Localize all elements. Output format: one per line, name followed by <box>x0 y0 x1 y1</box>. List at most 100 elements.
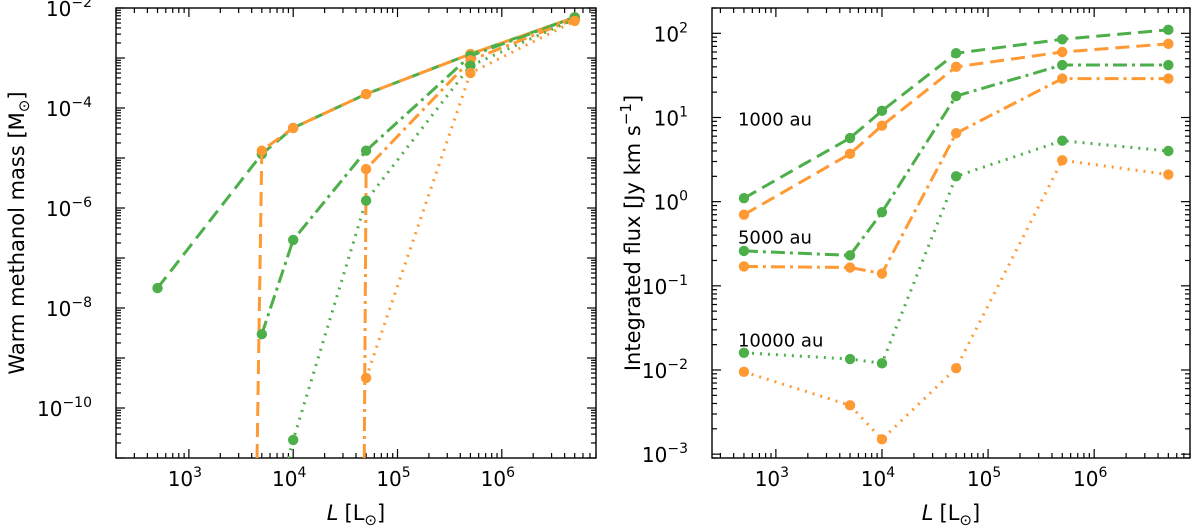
data-point <box>256 328 268 340</box>
tick-base: 10 <box>376 467 401 491</box>
x-axis-unit: [L <box>345 501 365 525</box>
series-line-orange-dashed <box>743 42 1169 217</box>
series-group <box>738 24 1174 445</box>
y-axis-title: Integrated flux [Jy km s−1] <box>617 95 645 371</box>
tick-exponent: 4 <box>886 465 895 481</box>
x-axis-unit-close: ] <box>377 501 385 525</box>
data-point <box>465 67 476 79</box>
data-point <box>876 358 888 369</box>
data-point <box>360 163 372 175</box>
data-point <box>844 353 856 365</box>
tick-label: 10−6 <box>46 195 92 221</box>
tick-label: 104 <box>861 465 895 491</box>
series-line-green-dotted <box>743 139 1169 365</box>
tick-label: 101 <box>654 104 688 130</box>
tick-exponent: −2 <box>71 0 92 11</box>
tick-base: 10 <box>642 359 667 383</box>
tick-label: 100 <box>654 189 688 215</box>
data-point <box>738 347 750 359</box>
tick-exponent: 4 <box>297 465 306 481</box>
y-axis-unit-close: ] <box>621 95 645 103</box>
tick-base: 10 <box>168 467 193 491</box>
annotation-label: 1000 au <box>738 110 812 131</box>
tick-label: 103 <box>755 465 789 491</box>
tick-base: 10 <box>46 197 71 221</box>
data-point <box>152 282 163 294</box>
data-point <box>738 245 750 257</box>
x-axis-unit-close: ] <box>972 501 980 525</box>
tick-base: 10 <box>654 22 679 46</box>
data-point <box>844 250 856 261</box>
data-point <box>1163 169 1174 180</box>
annotation-label: 5000 au <box>738 227 812 248</box>
data-point <box>1163 73 1174 84</box>
tick-exponent: −6 <box>71 195 92 211</box>
tick-base: 10 <box>642 275 667 299</box>
tick-exponent: −4 <box>71 95 92 111</box>
tick-exponent: 2 <box>679 20 688 36</box>
y-axis-text: Integrated flux [Jy km s <box>621 125 645 371</box>
tick-label: 106 <box>481 465 515 491</box>
tick-exponent: −3 <box>667 441 688 457</box>
data-point <box>738 366 750 378</box>
tick-base: 10 <box>272 467 297 491</box>
tick-label: 10−4 <box>46 95 92 121</box>
tick-base: 10 <box>967 467 992 491</box>
data-point <box>1163 145 1174 157</box>
data-point <box>1057 59 1068 71</box>
x-axis-symbol: L <box>922 501 934 525</box>
data-point <box>950 61 962 73</box>
annotation-label: 10000 au <box>738 331 823 352</box>
tick-label: 103 <box>168 465 202 491</box>
data-point <box>950 171 962 182</box>
data-point <box>288 234 299 246</box>
plot-frame <box>115 7 597 459</box>
data-point <box>1163 24 1174 36</box>
y-axis-unit-subscript: ⊙ <box>15 100 33 113</box>
tick-label: 10−10 <box>37 395 92 421</box>
tick-base: 10 <box>37 397 62 421</box>
data-point <box>360 195 372 206</box>
series-line-orange-dashdot <box>362 17 576 458</box>
tick-exponent: 0 <box>679 189 688 205</box>
tick-exponent: −2 <box>667 357 688 373</box>
data-point <box>844 262 856 273</box>
data-point <box>876 206 888 218</box>
data-point <box>950 128 962 139</box>
tick-exponent: 3 <box>193 465 202 481</box>
data-point <box>569 15 580 27</box>
tick-exponent: 1 <box>679 104 688 120</box>
data-point <box>738 192 750 204</box>
data-point <box>1057 46 1068 58</box>
data-point <box>360 88 372 100</box>
series-line-orange-dotted <box>743 158 1169 442</box>
series-line-green-dotted <box>286 17 576 458</box>
tick-exponent: −8 <box>71 295 92 311</box>
x-axis-title: L [L⊙] <box>922 501 980 528</box>
tick-exponent: 3 <box>780 465 789 481</box>
x-axis-unit-subscript: ⊙ <box>959 511 972 528</box>
y-axis-text: Warm methanol mass [M <box>5 112 29 374</box>
tick-label: 10−2 <box>642 357 688 383</box>
data-point <box>844 400 856 411</box>
tick-exponent: 5 <box>402 465 411 481</box>
series-line-orange-dashed <box>255 15 576 458</box>
tick-label: 105 <box>967 465 1001 491</box>
tick-label: 105 <box>376 465 410 491</box>
data-point <box>1057 34 1068 45</box>
data-point <box>876 268 888 279</box>
data-point <box>256 145 268 156</box>
data-point <box>1057 155 1068 166</box>
tick-base: 10 <box>861 467 886 491</box>
tick-label: 102 <box>654 20 688 46</box>
data-point <box>1057 135 1068 146</box>
data-point <box>950 363 962 374</box>
series-line-orange-dashdot <box>743 77 1169 276</box>
data-point <box>288 122 299 134</box>
data-point <box>738 261 750 272</box>
tick-label: 10−2 <box>46 0 92 21</box>
data-point <box>1163 59 1174 71</box>
data-point <box>288 434 299 446</box>
data-point <box>360 372 372 384</box>
